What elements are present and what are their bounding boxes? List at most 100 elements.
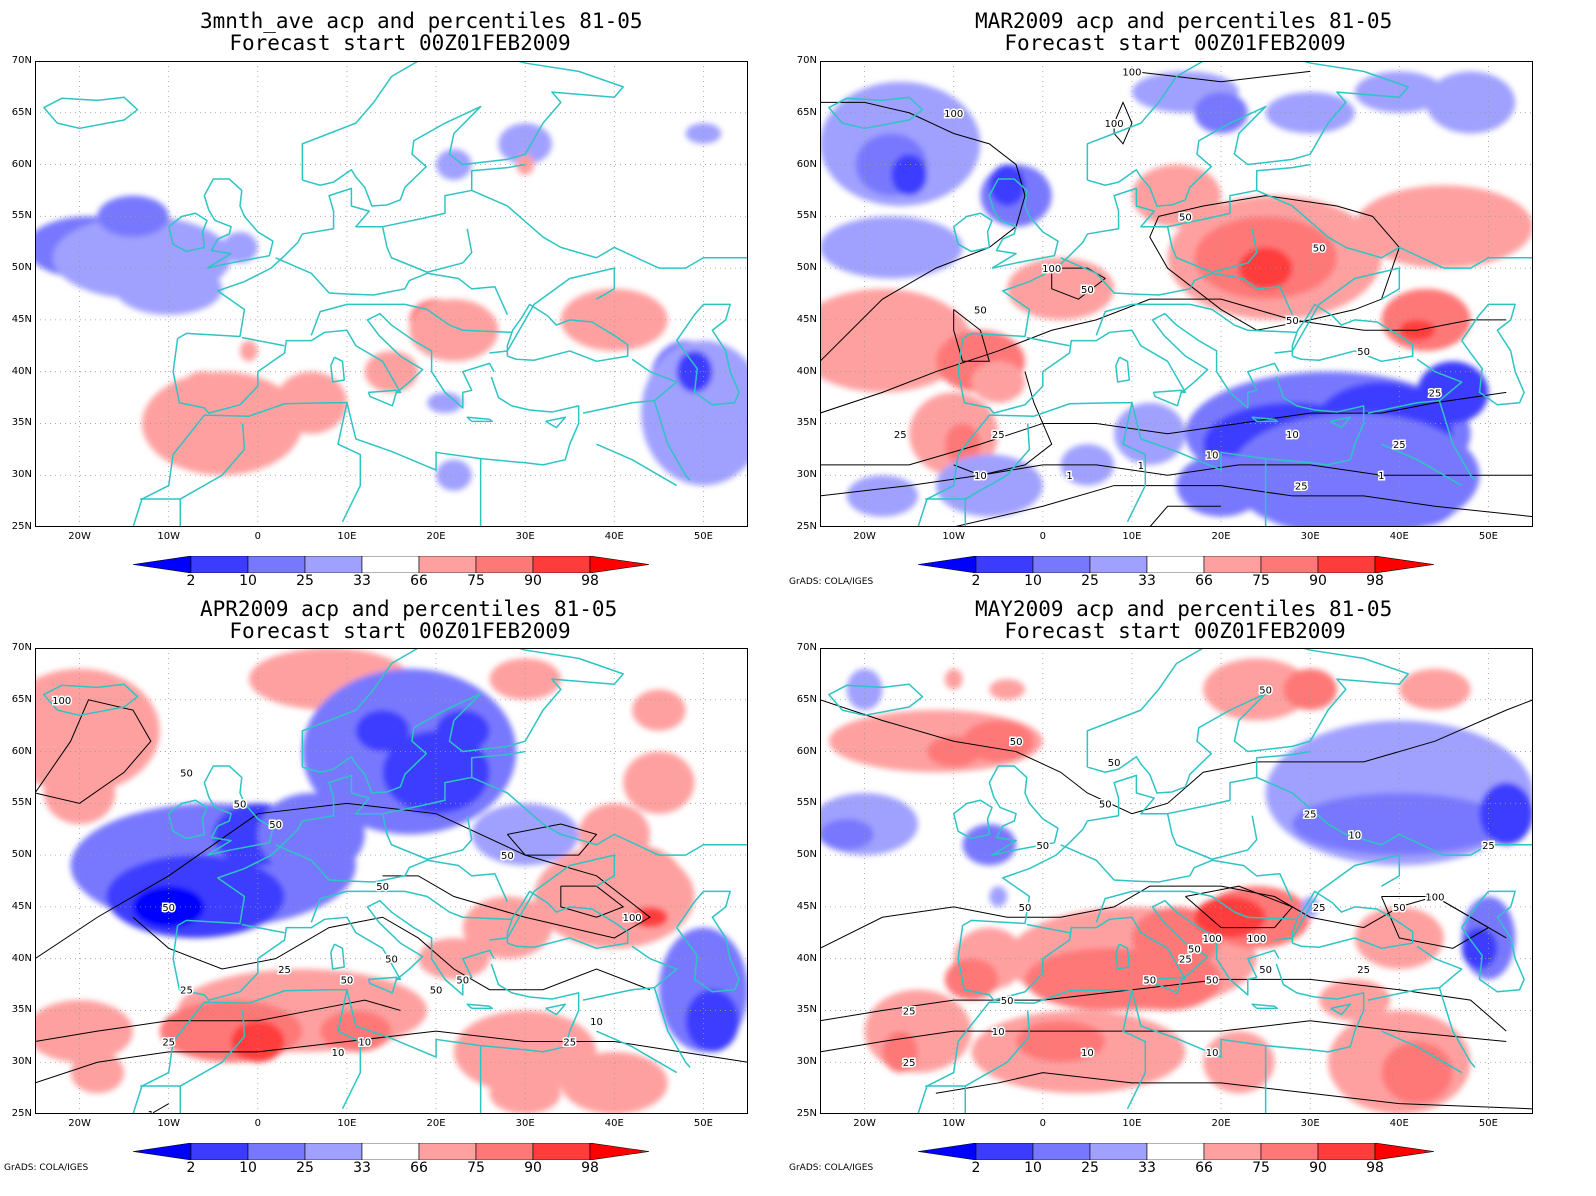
contour-label: 50: [1081, 285, 1094, 296]
coastline: [179, 1010, 246, 1087]
contour-label: 1: [148, 1110, 154, 1114]
coastline: [1095, 303, 1297, 336]
colorbar-segment: [361, 556, 420, 573]
coastline: [1166, 813, 1258, 861]
colorbar-segment: [1032, 556, 1091, 573]
colorbar-label: 2: [971, 573, 981, 589]
coastline: [653, 987, 691, 1068]
contour-line: [150, 1103, 169, 1114]
colorbar: [133, 556, 649, 573]
colorbar-segment: [361, 1143, 420, 1160]
coastline: [167, 799, 208, 840]
coastline: [177, 163, 526, 340]
contour-label: 10: [332, 1048, 345, 1059]
coastline: [917, 963, 1365, 1114]
contour-label: 100: [1203, 934, 1222, 945]
anomaly-patch: [632, 689, 686, 731]
contour-line: [820, 885, 1507, 949]
latitude-label: 40N: [796, 952, 817, 964]
coastline: [988, 178, 1059, 269]
anomaly-patch: [685, 123, 722, 144]
latitude-label: 35N: [11, 417, 32, 429]
contour-label: 25: [1304, 810, 1317, 821]
colorbar-label: 98: [1366, 1160, 1384, 1176]
coastline: [964, 1010, 1031, 1087]
contour-label: 50: [1010, 737, 1023, 748]
anomaly-patch: [1292, 792, 1507, 856]
coastline: [1152, 389, 1183, 407]
coastline: [1274, 854, 1401, 941]
colorbar-segment: [247, 556, 306, 573]
coastline: [466, 1003, 493, 1010]
coastline: [1166, 226, 1258, 274]
longitude-label: 20W: [68, 531, 91, 542]
precipitation-percentile-map: [35, 61, 748, 527]
anomaly-patch: [1381, 1041, 1453, 1104]
anomaly-field: [35, 123, 748, 491]
contour-label: 50: [974, 306, 987, 317]
contour-line: [560, 885, 625, 918]
coastline: [1115, 356, 1131, 383]
contour-label: 50: [1019, 903, 1032, 914]
coastlines: [43, 648, 748, 1114]
anomaly-patch: [944, 423, 981, 465]
colorbar-segment: [1203, 556, 1262, 573]
contour-label: 50: [1357, 347, 1370, 358]
colorbar-segment: [1317, 1143, 1376, 1160]
coastline: [310, 890, 512, 923]
contour-line: [1131, 70, 1311, 83]
longitude-label: 50E: [1478, 1118, 1498, 1129]
colorbar-segment: [1203, 1143, 1262, 1160]
colorbar-label: 66: [1195, 1160, 1213, 1176]
longitude-label: 30E: [1300, 531, 1320, 542]
longitude-label: 0: [254, 531, 261, 542]
contour-label: 50: [385, 955, 398, 966]
colorbar-label: 33: [1138, 573, 1156, 589]
contour-label: 10: [992, 1027, 1005, 1038]
colorbar-segment: [1032, 1143, 1091, 1160]
coastline: [1152, 976, 1183, 994]
contour-label: 100: [1425, 893, 1444, 904]
coastline: [1060, 257, 1294, 316]
coastline: [177, 750, 526, 927]
contour-label: 25: [180, 986, 193, 997]
anomaly-patch: [436, 149, 472, 181]
coastline: [1274, 267, 1401, 354]
anomaly-patch: [257, 792, 365, 876]
contour-label: 25: [894, 430, 907, 441]
colorbar-segment: [1260, 556, 1319, 573]
coastline: [1330, 1003, 1352, 1016]
colorbar-label: 75: [467, 573, 485, 589]
colorbar-label: 2: [186, 1160, 196, 1176]
contour-label: 25: [1295, 482, 1308, 493]
contour-lines: [820, 699, 1533, 1110]
coastline: [43, 96, 139, 130]
colorbar-label: 98: [1366, 573, 1384, 589]
contour-label: 10: [1206, 451, 1219, 462]
longitude-label: 40E: [604, 531, 624, 542]
anomaly-patch: [355, 710, 410, 752]
coastline: [1026, 923, 1070, 934]
colorbar-label: 33: [353, 573, 371, 589]
anomaly-patch: [882, 1031, 919, 1073]
anomaly-patch: [97, 195, 169, 238]
colorbar-label: 25: [1081, 1160, 1099, 1176]
contour-label: 25: [1393, 440, 1406, 451]
latitude-label: 55N: [11, 210, 32, 222]
contour-line: [506, 823, 598, 856]
coastline: [43, 683, 139, 717]
anomaly-patch: [989, 679, 1025, 700]
anomaly-patch: [409, 299, 499, 362]
coastline: [1461, 890, 1525, 993]
contour-label: 50: [269, 820, 282, 831]
coastline: [957, 899, 1280, 1001]
longitude-label: 20W: [853, 1118, 876, 1129]
colorbar-label: 66: [1195, 573, 1213, 589]
contour-line: [1185, 885, 1294, 929]
anomaly-patch: [989, 886, 1008, 907]
colorbar-label: 75: [467, 1160, 485, 1176]
colorbar-segment: [975, 556, 1034, 573]
coastline: [962, 750, 1311, 927]
colorbar-label: 90: [524, 1160, 542, 1176]
anomaly-patch: [141, 371, 303, 476]
